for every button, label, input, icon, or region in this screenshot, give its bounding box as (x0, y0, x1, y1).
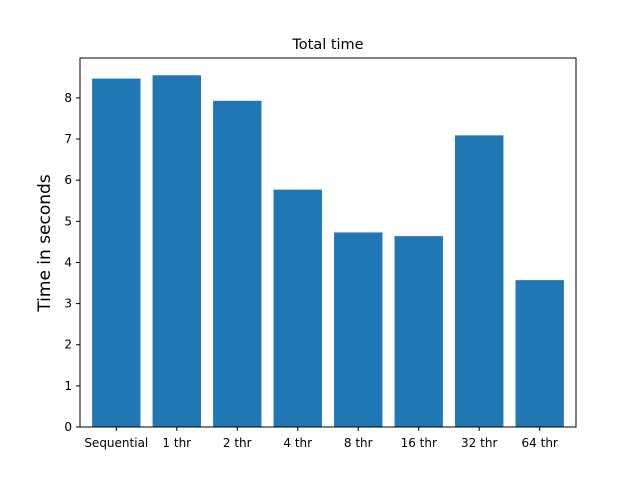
bar-2-thr (213, 100, 262, 428)
y-tick-label: 2 (64, 338, 72, 352)
chart-title: Total time (291, 37, 363, 53)
bar-16-thr (394, 236, 443, 427)
bar-8-thr (334, 232, 383, 427)
y-tick-label: 5 (64, 214, 72, 228)
x-tick-label: 32 thr (461, 436, 497, 450)
x-tick-label: 2 thr (223, 436, 252, 450)
y-tick-label: 1 (64, 379, 72, 393)
x-tick-label: 4 thr (283, 436, 312, 450)
bar-sequential (92, 78, 141, 427)
bar-32-thr (455, 135, 504, 427)
bars-group (92, 75, 564, 428)
x-tick-label: Sequential (84, 436, 148, 450)
y-tick-label: 6 (64, 173, 72, 187)
x-tick-label: 16 thr (401, 436, 437, 450)
x-tick-label: 1 thr (162, 436, 191, 450)
x-tick-label: 64 thr (522, 436, 558, 450)
y-tick-label: 3 (64, 297, 72, 311)
y-axis-label: Time in seconds (35, 174, 55, 313)
y-tick-label: 0 (64, 420, 72, 434)
x-tick-label: 8 thr (344, 436, 373, 450)
bar-4-thr (273, 189, 322, 427)
bar-64-thr (515, 280, 564, 427)
y-tick-label: 7 (64, 132, 72, 146)
bar-1-thr (152, 75, 201, 428)
y-tick-label: 8 (64, 91, 72, 105)
x-ticks-group: Sequential 1 thr 2 thr 4 thr 8 thr 16 thr 32 t… (84, 427, 558, 450)
y-tick-label: 4 (64, 255, 72, 269)
axes-frame (79, 57, 577, 428)
y-ticks-group: 0 1 2 3 4 5 6 7 8 (64, 91, 80, 434)
